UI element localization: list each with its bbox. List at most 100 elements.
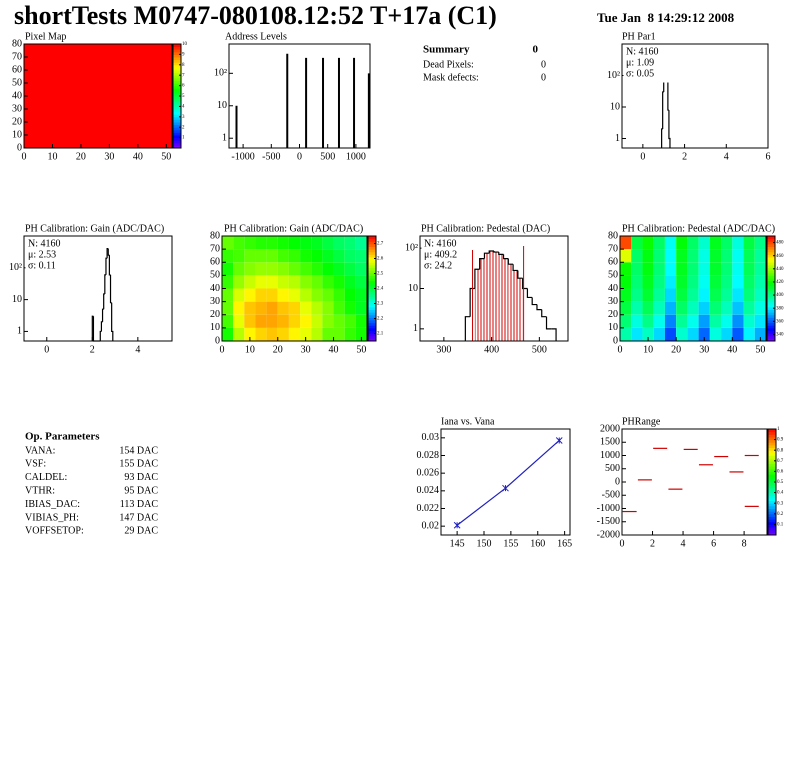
colorbar-step — [767, 291, 775, 295]
point-marker — [502, 484, 509, 492]
parameter-value: 154 DAC — [119, 445, 158, 456]
point-marker — [453, 521, 461, 529]
colorbar-step — [767, 267, 775, 271]
colorbar-step — [768, 524, 776, 528]
heatmap-cell — [653, 262, 665, 276]
x-tick-label: 160 — [530, 538, 545, 549]
y-tick-label: 10 — [608, 322, 618, 333]
heatmap-cell — [24, 44, 172, 148]
y-tick-label: -1500 — [597, 516, 620, 527]
colorbar-step — [173, 135, 181, 139]
heatmap-cell — [664, 275, 677, 289]
y-tick-label: 10² — [214, 68, 227, 79]
heatmap-cell — [277, 288, 289, 302]
heatmap-cell — [266, 236, 278, 250]
stats-entry: μ: 1.09 — [626, 57, 654, 68]
z-tick-label: 5 — [182, 94, 185, 99]
heatmap-cell — [255, 262, 267, 276]
heatmap-cell — [277, 262, 289, 276]
heatmap-cell — [288, 236, 301, 250]
heatmap-cell — [355, 327, 367, 341]
heatmap-cell — [344, 249, 356, 263]
summary-title: Summary — [423, 44, 470, 56]
x-tick-label: 20 — [671, 344, 681, 355]
heatmap-cell — [698, 327, 710, 341]
heatmap-cell — [642, 301, 654, 315]
heatmap-cell — [743, 327, 755, 341]
colorbar-step — [768, 466, 776, 470]
heatmap-cell — [244, 262, 256, 276]
histogram-bin — [493, 250, 499, 253]
y-tick-label: 0.022 — [417, 503, 440, 514]
colorbar-step — [767, 270, 775, 274]
colorbar-step — [368, 327, 376, 331]
heatmap-cell — [355, 288, 367, 302]
stats-box — [421, 236, 469, 275]
heatmap-cell — [676, 275, 688, 289]
y-tick-label: 10 — [12, 129, 22, 140]
y-tick-label: 20 — [12, 116, 22, 127]
colorbar-step — [768, 527, 776, 531]
x-tick-label: 500 — [532, 344, 547, 355]
colorbar-step — [767, 293, 775, 297]
colorbar-frame — [766, 235, 776, 342]
z-tick-label: 0.1 — [777, 523, 784, 528]
x-tick-label: 30 — [699, 344, 709, 355]
heatmap-cell — [664, 236, 677, 250]
heatmap-cell — [721, 262, 733, 276]
z-tick-label: 4 — [182, 105, 185, 110]
heatmap-cell — [620, 275, 632, 289]
heatmap-cell — [676, 262, 688, 276]
bar-fill — [479, 258, 485, 341]
parameter-label: VTHR: — [25, 485, 55, 496]
x-tick-label: 0 — [44, 344, 49, 355]
heatmap-cell — [255, 288, 267, 302]
heatmap-cell — [653, 249, 665, 263]
colorbar-step — [368, 272, 376, 276]
colorbar-step — [173, 75, 181, 79]
heatmap-cell — [222, 314, 234, 328]
colorbar-step — [173, 132, 181, 136]
heatmap-cell — [255, 301, 267, 315]
colorbar-step — [368, 291, 376, 295]
colorbar-step — [173, 64, 181, 68]
heatmap-cell — [698, 301, 710, 315]
y-tick-label: 10² — [9, 262, 22, 273]
heatmap-cell — [266, 314, 278, 328]
colorbar-step — [368, 259, 376, 263]
parameter-value: 93 DAC — [124, 472, 158, 483]
colorbar-step — [368, 278, 376, 282]
colorbar-step — [768, 468, 776, 472]
colorbar-step — [368, 330, 376, 334]
y-tick-label: -500 — [602, 490, 620, 501]
heatmap-cell — [222, 288, 234, 302]
y-tick-label: 1000 — [600, 450, 620, 461]
heatmap-cell — [754, 275, 766, 289]
histogram-bin — [91, 315, 94, 341]
heatmap-cell — [333, 275, 345, 289]
colorbar-step — [173, 54, 181, 58]
x-tick-label: 10 — [47, 151, 57, 162]
x-tick-label: 2 — [90, 344, 95, 355]
heatmap-cell — [698, 249, 710, 263]
heatmap-cell — [266, 275, 278, 289]
x-tick-label: 8 — [742, 538, 747, 549]
heatmap-cell — [277, 327, 289, 341]
point-marker — [555, 437, 563, 444]
x-tick-label: 40 — [727, 344, 737, 355]
colorbar-step — [768, 487, 776, 491]
heatmap-cell — [642, 262, 654, 276]
heatmap-cell — [222, 262, 234, 276]
heatmap-cell — [300, 301, 312, 315]
heatmap-cell — [244, 249, 256, 263]
stats-entry: N: 4160 — [28, 238, 61, 249]
y-tick-label: 70 — [608, 243, 618, 254]
stats-entry: μ: 409.2 — [424, 249, 457, 260]
heatmap-cell — [277, 236, 289, 250]
y-tick-label: 80 — [210, 230, 220, 241]
colorbar-step — [368, 317, 376, 321]
heatmap-cell — [300, 249, 312, 263]
heatmap-cell — [709, 249, 722, 263]
colorbar-step — [368, 238, 376, 242]
colorbar-step — [173, 122, 181, 126]
